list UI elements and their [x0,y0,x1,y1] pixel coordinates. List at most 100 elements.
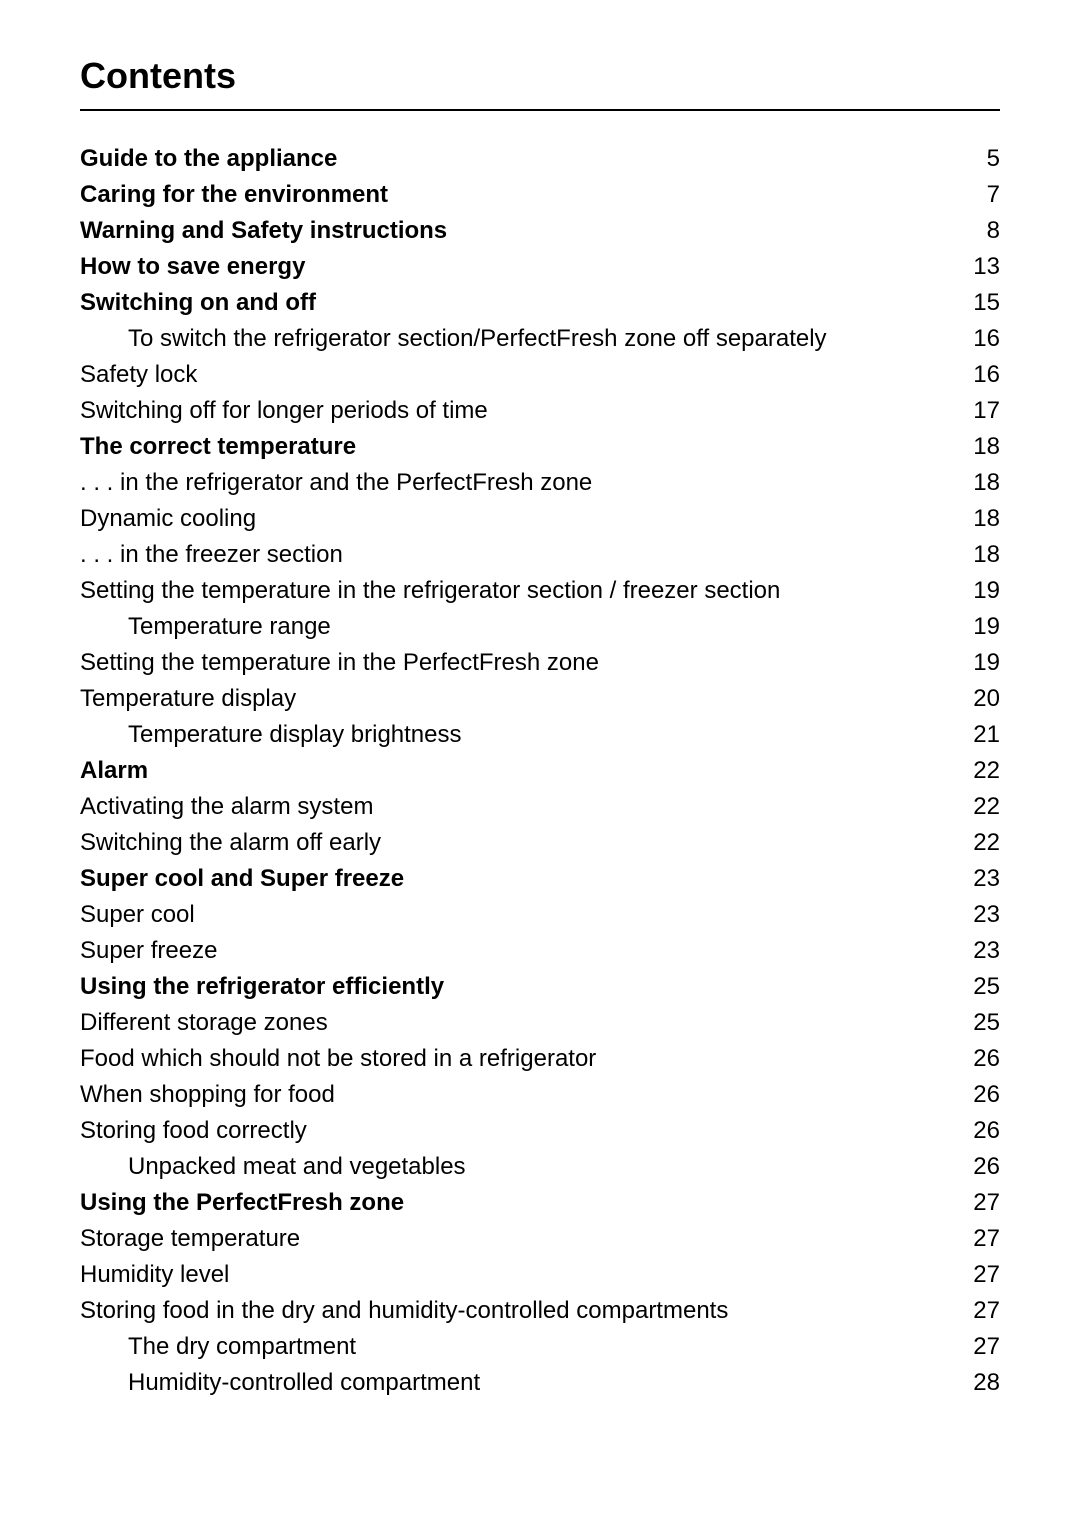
toc-entry-page: 5 [987,141,1000,177]
toc-entry: Warning and Safety instructions 8 [80,213,1000,249]
toc-entry-page: 7 [987,177,1000,213]
toc-entry-label: Storing food correctly [80,1113,313,1149]
toc-entry: Using the PerfectFresh zone 27 [80,1185,1000,1221]
toc-entry-label: Unpacked meat and vegetables [128,1149,472,1185]
toc-entry-label: . . . in the refrigerator and the Perfec… [80,465,599,501]
toc-entry: Super cool and Super freeze 23 [80,861,1000,897]
toc-entry: Super freeze 23 [80,933,1000,969]
toc-entry-label: Temperature range [128,609,337,645]
toc-entry-page: 21 [973,717,1000,753]
toc-entry: Activating the alarm system 22 [80,789,1000,825]
toc-entry-page: 26 [973,1077,1000,1113]
toc-entry-label: Using the PerfectFresh zone [80,1185,411,1221]
toc-entry-page: 18 [973,501,1000,537]
toc-entry-label: Switching off for longer periods of time [80,393,494,429]
toc-entry: To switch the refrigerator section/Perfe… [128,321,1000,357]
toc-entry-label: Guide to the appliance [80,141,344,177]
toc-entry: Humidity-controlled compartment 28 [128,1365,1000,1401]
toc-entry: Storage temperature 27 [80,1221,1000,1257]
toc-entry-page: 16 [973,321,1000,357]
toc-entry-label: . . . in the freezer section [80,537,349,573]
toc-entry-page: 27 [973,1185,1000,1221]
toc-entry-page: 23 [973,933,1000,969]
toc-entry: Super cool 23 [80,897,1000,933]
toc-entry: Storing food correctly 26 [80,1113,1000,1149]
toc-entry: Alarm 22 [80,753,1000,789]
toc-entry-label: Super freeze [80,933,224,969]
toc-entry-label: Caring for the environment [80,177,395,213]
toc-entry-page: 18 [973,429,1000,465]
toc-entry-label: Switching on and off [80,285,323,321]
toc-entry-page: 19 [973,573,1000,609]
table-of-contents: Guide to the appliance 5Caring for the e… [80,141,1000,1401]
toc-entry: . . . in the freezer section 18 [80,537,1000,573]
toc-entry-label: Warning and Safety instructions [80,213,454,249]
toc-entry-label: Humidity level [80,1257,236,1293]
toc-entry-page: 20 [973,681,1000,717]
toc-entry-page: 26 [973,1041,1000,1077]
toc-entry-page: 18 [973,465,1000,501]
toc-entry-page: 27 [973,1257,1000,1293]
toc-entry-label: Setting the temperature in the PerfectFr… [80,645,606,681]
toc-entry-label: Temperature display [80,681,303,717]
toc-entry: Temperature display 20 [80,681,1000,717]
toc-entry: Setting the temperature in the refrigera… [80,573,1000,609]
toc-entry-page: 19 [973,609,1000,645]
toc-entry-page: 25 [973,1005,1000,1041]
toc-entry-label: Storing food in the dry and humidity-con… [80,1293,735,1329]
toc-entry-page: 26 [973,1149,1000,1185]
toc-entry-page: 27 [973,1293,1000,1329]
toc-entry-label: Using the refrigerator efficiently [80,969,451,1005]
toc-entry-page: 25 [973,969,1000,1005]
toc-entry: Switching off for longer periods of time… [80,393,1000,429]
toc-entry-label: How to save energy [80,249,312,285]
toc-entry-page: 27 [973,1329,1000,1365]
toc-entry-label: Food which should not be stored in a ref… [80,1041,603,1077]
toc-entry-label: To switch the refrigerator section/Perfe… [128,321,833,357]
toc-entry: Caring for the environment 7 [80,177,1000,213]
toc-entry-page: 28 [973,1365,1000,1401]
toc-entry-label: Storage temperature [80,1221,307,1257]
toc-entry-page: 23 [973,897,1000,933]
page-title: Contents [80,55,1000,97]
toc-entry: Guide to the appliance 5 [80,141,1000,177]
toc-entry-label: Switching the alarm off early [80,825,388,861]
toc-entry-page: 26 [973,1113,1000,1149]
toc-entry-page: 18 [973,537,1000,573]
toc-entry: The dry compartment 27 [128,1329,1000,1365]
toc-entry: Storing food in the dry and humidity-con… [80,1293,1000,1329]
toc-entry-label: Super cool [80,897,201,933]
toc-entry: Setting the temperature in the PerfectFr… [80,645,1000,681]
title-rule [80,109,1000,111]
toc-entry-page: 15 [973,285,1000,321]
toc-entry-page: 19 [973,645,1000,681]
toc-entry-label: The dry compartment [128,1329,363,1365]
toc-entry-label: Dynamic cooling [80,501,263,537]
toc-entry: Temperature display brightness 21 [128,717,1000,753]
toc-entry-page: 23 [973,861,1000,897]
toc-entry: Using the refrigerator efficiently 25 [80,969,1000,1005]
toc-entry-label: Alarm [80,753,155,789]
toc-entry: Switching the alarm off early 22 [80,825,1000,861]
toc-entry: Safety lock 16 [80,357,1000,393]
toc-entry-page: 13 [973,249,1000,285]
toc-entry-page: 17 [973,393,1000,429]
toc-entry: Different storage zones 25 [80,1005,1000,1041]
toc-entry: The correct temperature 18 [80,429,1000,465]
toc-entry-label: Setting the temperature in the refrigera… [80,573,787,609]
toc-entry: . . . in the refrigerator and the Perfec… [80,465,1000,501]
toc-entry-page: 22 [973,825,1000,861]
toc-entry-page: 22 [973,789,1000,825]
toc-entry-label: Super cool and Super freeze [80,861,411,897]
toc-entry-label: When shopping for food [80,1077,342,1113]
toc-entry-page: 8 [987,213,1000,249]
toc-entry-label: Temperature display brightness [128,717,468,753]
toc-entry-label: Activating the alarm system [80,789,380,825]
toc-entry: Humidity level 27 [80,1257,1000,1293]
toc-entry: When shopping for food 26 [80,1077,1000,1113]
toc-entry-page: 22 [973,753,1000,789]
toc-entry-label: Humidity-controlled compartment [128,1365,487,1401]
toc-entry: Food which should not be stored in a ref… [80,1041,1000,1077]
toc-entry-label: The correct temperature [80,429,363,465]
toc-entry-label: Different storage zones [80,1005,334,1041]
